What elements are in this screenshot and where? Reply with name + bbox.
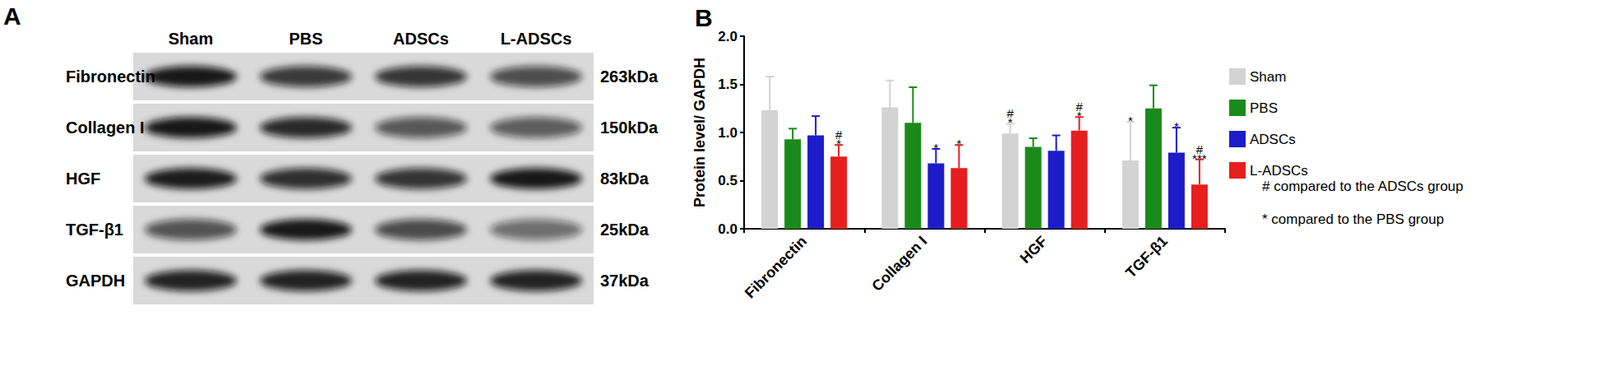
- svg-text:83kDa: 83kDa: [600, 169, 650, 188]
- svg-text:B: B: [694, 4, 713, 32]
- svg-text:150kDa: 150kDa: [600, 118, 659, 137]
- svg-text:*: *: [933, 140, 939, 155]
- svg-text:***: ***: [1192, 151, 1207, 166]
- svg-text:1.0: 1.0: [717, 124, 738, 141]
- svg-text:*: *: [836, 136, 842, 151]
- svg-text:Sham: Sham: [1249, 69, 1286, 85]
- svg-text:Sham: Sham: [168, 29, 213, 48]
- svg-text:1.5: 1.5: [717, 76, 738, 93]
- svg-text:L-ADSCs: L-ADSCs: [500, 29, 573, 48]
- svg-text:PBS: PBS: [288, 29, 323, 48]
- svg-text:25kDa: 25kDa: [600, 220, 650, 239]
- svg-text:# compared to the ADSCs group: # compared to the ADSCs group: [1262, 178, 1464, 195]
- svg-text:TGF-β1: TGF-β1: [65, 220, 124, 239]
- svg-text:Collagen I: Collagen I: [65, 118, 145, 137]
- svg-text:*: *: [1077, 108, 1083, 123]
- svg-text:37kDa: 37kDa: [600, 271, 650, 290]
- svg-text:TGF-β1: TGF-β1: [1122, 232, 1171, 282]
- svg-text:Protein level/ GAPDH: Protein level/ GAPDH: [691, 57, 708, 208]
- svg-text:* compared to the PBS group: * compared to the PBS group: [1262, 211, 1444, 227]
- svg-text:0.5: 0.5: [717, 172, 738, 189]
- svg-text:*: *: [1174, 119, 1180, 134]
- svg-text:L-ADSCs: L-ADSCs: [1249, 162, 1309, 179]
- svg-text:*: *: [956, 136, 962, 151]
- svg-text:Fibronectin: Fibronectin: [65, 67, 156, 86]
- svg-text:2.0: 2.0: [717, 28, 738, 45]
- svg-text:ADSCs: ADSCs: [1249, 131, 1296, 148]
- svg-text:GAPDH: GAPDH: [65, 271, 125, 290]
- svg-text:ADSCs: ADSCs: [393, 29, 449, 48]
- svg-text:*: *: [1128, 113, 1133, 128]
- svg-text:Fibronectin: Fibronectin: [741, 232, 810, 301]
- svg-text:A: A: [3, 2, 22, 30]
- svg-text:0.0: 0.0: [717, 221, 738, 237]
- svg-text:PBS: PBS: [1249, 100, 1278, 116]
- svg-text:*: *: [1008, 115, 1013, 130]
- svg-text:HGF: HGF: [65, 169, 101, 188]
- svg-text:HGF: HGF: [1017, 232, 1051, 267]
- svg-text:263kDa: 263kDa: [600, 67, 659, 86]
- svg-text:Collagen I: Collagen I: [869, 232, 931, 295]
